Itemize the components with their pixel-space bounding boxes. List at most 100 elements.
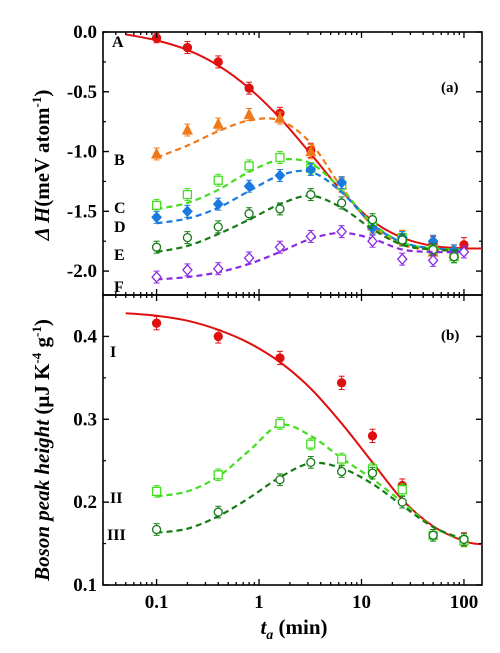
data-point [397,235,407,245]
curve-label-D: D [114,219,126,236]
data-point [213,175,223,185]
data-point [182,42,193,53]
data-point [182,263,193,276]
panel-b-y-ticks: 0.1 0.2 0.3 0.4 [73,326,482,596]
data-point [275,152,285,163]
fit-curve-A [125,33,482,250]
panel-b-plot-area [125,312,482,548]
data-point [336,225,348,238]
data-point [397,485,407,495]
panel-a-y-axis-title: Δ H(meV atom-1) [29,90,54,242]
curve-label-II: II [110,490,122,507]
y-tick-label: 0.4 [73,326,97,347]
data-point [151,200,162,210]
y-tick-label: -1.0 [67,142,97,163]
data-point [151,271,162,284]
y-tick-label: 0.0 [73,22,97,43]
data-point [305,145,317,157]
curve-label-III: III [107,527,126,544]
data-point [274,169,286,182]
data-point [367,235,378,248]
data-point [367,468,378,478]
data-point [367,215,378,225]
panel-a-plot-area [125,32,482,284]
data-point [336,378,347,388]
x-tick-label: 100 [450,592,479,613]
curve-label-A: A [112,34,124,51]
series-F [151,225,470,284]
data-point [274,111,286,123]
curve-label-B: B [114,152,125,169]
data-point [212,262,224,275]
data-point [213,331,223,342]
data-point [243,180,255,193]
x-axis-title: ta (min) [260,615,327,643]
data-point [306,439,316,449]
data-point [151,211,162,224]
data-point [213,222,223,232]
data-point [212,117,224,129]
y-tick-label: 0.2 [73,492,97,513]
x-tick-label: 0.1 [145,592,169,613]
data-point [182,189,193,200]
data-point [336,198,347,208]
data-point [212,198,224,211]
data-point [182,232,193,243]
data-point [427,254,439,267]
fit-curve-II [156,423,465,542]
data-point [213,470,223,480]
data-point [151,242,162,252]
data-point [213,57,223,67]
data-point [336,454,347,464]
panel-a-y-ticks: 0.0 -0.5 -1.0 -1.5 -2.0 [67,22,482,282]
data-point [244,161,254,171]
data-point [449,252,459,262]
data-point [458,245,470,258]
x-tick-label: 10 [352,592,371,613]
panel-b-x-ticks: 0.1 1 10 100 [102,295,479,613]
data-point [181,123,193,135]
series-group [125,32,482,284]
data-point [305,230,317,243]
data-point [305,163,317,176]
y-tick-label: -1.5 [67,201,97,222]
series-III [151,456,469,546]
data-point [275,475,285,485]
data-point [367,431,378,441]
fit-curve-III [156,461,465,541]
y-tick-label: -2.0 [67,261,97,282]
panel-b-label: (b) [441,328,459,344]
data-point [182,205,193,218]
data-point [274,241,286,254]
data-point [244,209,254,219]
panel-a-x-ticks [102,32,465,295]
curve-label-C: C [114,200,126,217]
data-point [244,83,254,93]
data-point [151,524,162,535]
data-point [428,530,438,540]
data-point [336,466,347,477]
panel-b-frame [102,294,483,586]
data-point [275,353,285,363]
data-point [275,204,285,214]
data-point [275,418,285,429]
series-I [125,312,482,547]
data-point [306,189,316,200]
data-point [243,108,255,120]
data-point [336,176,348,189]
data-point [213,507,223,517]
curve-label-I: I [110,344,116,361]
data-point [151,318,162,328]
panel-b-y-axis-title: Boson peak height (μJ K-4 g-1) [29,319,54,582]
data-point [397,497,407,507]
y-tick-label: 0.1 [73,575,97,596]
series-group [125,312,482,548]
data-point [396,253,408,266]
curve-label-F: F [114,279,124,296]
data-point [459,534,469,545]
data-point [151,486,162,497]
